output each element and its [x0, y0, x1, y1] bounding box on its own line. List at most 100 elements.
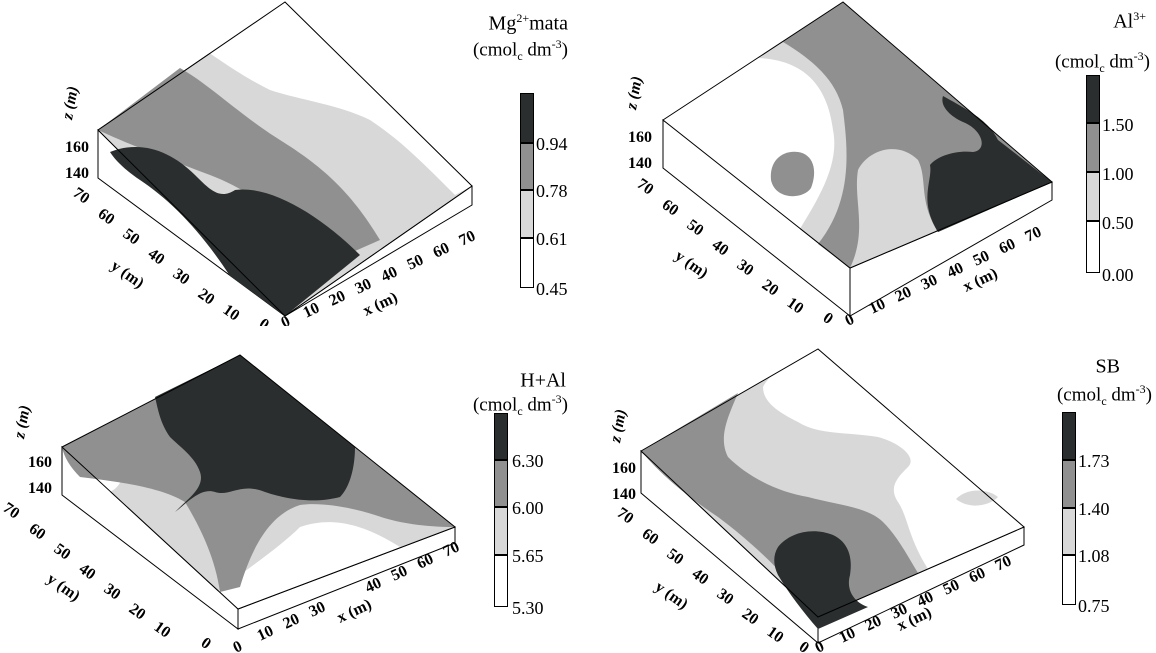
y-axis-title: y (m)	[108, 257, 147, 292]
x-tick-label: 10	[255, 622, 277, 644]
y-tick-label: 0	[198, 634, 214, 653]
y-tick-label: 10	[220, 301, 243, 324]
z-axis-title: z (m)	[59, 85, 82, 122]
z-axis-title: z (m)	[11, 404, 34, 441]
chart-panel-hal: z (m) 160 140 70 60 50 40 30 20 10 0 y (…	[0, 327, 578, 653]
legend-title: Al3+	[1113, 4, 1146, 34]
legend-swatch	[1086, 123, 1100, 172]
z-axis-title: z (m)	[607, 408, 630, 445]
legend-swatch	[1062, 555, 1076, 605]
z-axis: z (m) 160 140	[607, 408, 636, 503]
y-tick-label: 40	[145, 245, 168, 268]
y-tick-label: 20	[759, 276, 782, 299]
legend-swatch	[520, 190, 534, 238]
z-tick-label: 160	[28, 454, 52, 471]
legend-swatch	[1062, 412, 1076, 460]
x-tick-label: 70	[1023, 223, 1045, 245]
y-tick-label: 50	[120, 225, 143, 248]
legend-level-label: 1.08	[1078, 547, 1110, 565]
x-tick-label: 70	[457, 227, 479, 249]
y-tick-label: 20	[195, 285, 218, 308]
legend-level-label: 0.61	[536, 230, 568, 248]
z-tick-label: 140	[612, 486, 636, 503]
y-tick-label: 30	[714, 585, 737, 608]
legend-level-label: 0.75	[1078, 597, 1110, 615]
legend-swatch	[520, 143, 534, 190]
y-tick-label: 10	[784, 294, 807, 317]
y-tick-label: 60	[95, 205, 118, 228]
x-tick-label: 20	[327, 287, 349, 309]
y-tick-label: 60	[26, 520, 49, 543]
y-axis-title: y (m)	[44, 570, 83, 605]
y-tick-label: 10	[764, 623, 787, 646]
y-tick-label: 70	[0, 499, 23, 522]
legend-level-label: 1.40	[1078, 500, 1110, 518]
y-tick-label: 0	[256, 315, 272, 326]
y-tick-label: 60	[639, 525, 662, 548]
y-tick-label: 40	[709, 236, 732, 259]
legend-swatch	[1086, 172, 1100, 221]
y-tick-label: 50	[684, 216, 707, 239]
legend-level-label: 0.94	[536, 135, 568, 153]
legend-level-label: 1.50	[1102, 116, 1134, 134]
x-tick-label: 0	[279, 313, 293, 326]
z-axis: z (m) 160 140	[623, 75, 652, 172]
legend-unit: (cmolc dm-3)	[473, 387, 568, 423]
legend-level-label: 1.00	[1102, 165, 1134, 183]
x-tick-label: 20	[281, 610, 303, 632]
y-tick-label: 0	[820, 309, 836, 326]
chart-panel-sb: z (m) 160 140 70 60 50 40 30 20 10 0 y (…	[578, 327, 1156, 653]
z-tick-label: 140	[628, 155, 652, 172]
legend-swatch	[520, 93, 534, 143]
z-tick-label: 160	[65, 139, 89, 156]
x-axis-title: x (m)	[335, 596, 375, 627]
z-axis: z (m) 160 140	[11, 404, 52, 497]
y-tick-label: 20	[739, 605, 762, 628]
legend-level-label: 5.65	[512, 547, 544, 565]
chart-panel-al: z (m) 160 140 70 60 50 40 30 20 10 0 y (…	[578, 0, 1156, 326]
y-tick-label: 20	[126, 600, 149, 623]
legend-level-label: 0.45	[536, 280, 568, 298]
x-tick-label: 50	[405, 251, 427, 273]
legend-level-label: 1.73	[1078, 452, 1110, 470]
chart-panel-mg: z (m) 160 140 70 60 50 40 30 20 10 0 y (…	[0, 0, 578, 326]
legend-level-label: 6.00	[512, 499, 544, 517]
z-axis-title: z (m)	[623, 75, 646, 112]
legend-swatch	[1086, 221, 1100, 273]
x-tick-label: 60	[997, 235, 1019, 257]
y-tick-label: 70	[70, 184, 93, 207]
legend-level-label: 6.30	[512, 452, 544, 470]
legend-level-label: 5.30	[512, 599, 544, 617]
legend-level-label: 0.50	[1102, 214, 1134, 232]
y-axis-title: y (m)	[652, 578, 691, 613]
legend-unit: (cmolc dm-3)	[1057, 377, 1152, 413]
y-tick-label: 70	[614, 504, 637, 527]
y-tick-label: 30	[734, 256, 757, 279]
x-tick-label: 30	[307, 598, 329, 620]
legend-swatch	[494, 460, 508, 507]
z-tick-label: 140	[65, 165, 89, 182]
legend-swatch	[1086, 75, 1100, 123]
z-axis: z (m) 160 140	[59, 85, 89, 182]
y-tick-label: 40	[76, 560, 99, 583]
z-tick-label: 160	[628, 129, 652, 146]
z-tick-label: 140	[28, 480, 52, 497]
y-tick-label: 10	[151, 618, 174, 641]
surface-plot: z (m) 160 140 70 60 50 40 30 20 10 0 y (…	[0, 327, 578, 653]
y-tick-label: 0	[796, 638, 812, 653]
y-tick-label: 40	[689, 565, 712, 588]
x-tick-label: 0	[231, 638, 245, 653]
legend-swatch	[494, 507, 508, 555]
x-axis-title: x (m)	[961, 265, 1001, 296]
x-tick-label: 60	[431, 239, 453, 261]
legend-unit: (cmolc dm-3)	[1055, 44, 1150, 80]
legend-level-label: 0.78	[536, 182, 568, 200]
z-tick-label: 160	[612, 460, 636, 477]
y-axis-title: y (m)	[672, 247, 711, 282]
y-tick-label: 50	[664, 545, 687, 568]
legend-swatch	[494, 413, 508, 460]
y-tick-label: 60	[659, 196, 682, 219]
legend-swatch	[494, 555, 508, 607]
legend-swatch	[1062, 460, 1076, 508]
legend-swatch	[1062, 508, 1076, 555]
